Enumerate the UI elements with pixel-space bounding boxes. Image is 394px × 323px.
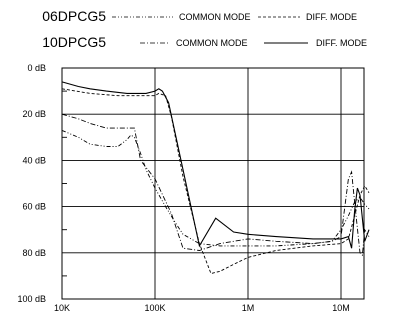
plot-frame bbox=[61, 67, 365, 300]
series-line-dash-dot-dot bbox=[61, 129, 370, 247]
series-line-solid bbox=[61, 81, 370, 249]
y-tick-label: 20 dB bbox=[22, 109, 46, 119]
legend-part-10dpcg5: 10DPCG5 bbox=[42, 34, 106, 50]
legend-06-common-label: COMMON MODE bbox=[179, 12, 251, 22]
legend-part-06dpcg5: 06DPCG5 bbox=[42, 8, 106, 24]
x-tick-label: 10M bbox=[332, 303, 350, 313]
series-line-dashed bbox=[61, 88, 370, 275]
plot-grid bbox=[62, 68, 364, 299]
y-tick-label: 40 dB bbox=[22, 155, 46, 165]
legend-10-common-label: COMMON MODE bbox=[176, 38, 248, 48]
legend-10-diff-label: DIFF. MODE bbox=[316, 38, 367, 48]
y-tick-label: 100 dB bbox=[17, 294, 46, 304]
x-tick-label: 10K bbox=[54, 303, 70, 313]
y-tick-label: 60 dB bbox=[22, 202, 46, 212]
series-line-dash-dot bbox=[61, 113, 370, 257]
y-tick-label: 0 dB bbox=[27, 63, 46, 73]
y-tick-label: 80 dB bbox=[22, 248, 46, 258]
x-tick-label: 1M bbox=[242, 303, 255, 313]
legend-06-diff-label: DIFF. MODE bbox=[306, 12, 357, 22]
legend: 06DPCG5 COMMON MODE DIFF. MODE 10DPCG5 C… bbox=[42, 8, 367, 50]
series-lines bbox=[61, 81, 370, 275]
axis-ticks: 10K 100K 1M 10M 0 dB 20 dB 40 dB 60 dB 80 dB 100 … bbox=[17, 63, 349, 313]
x-tick-label: 100K bbox=[144, 303, 165, 313]
